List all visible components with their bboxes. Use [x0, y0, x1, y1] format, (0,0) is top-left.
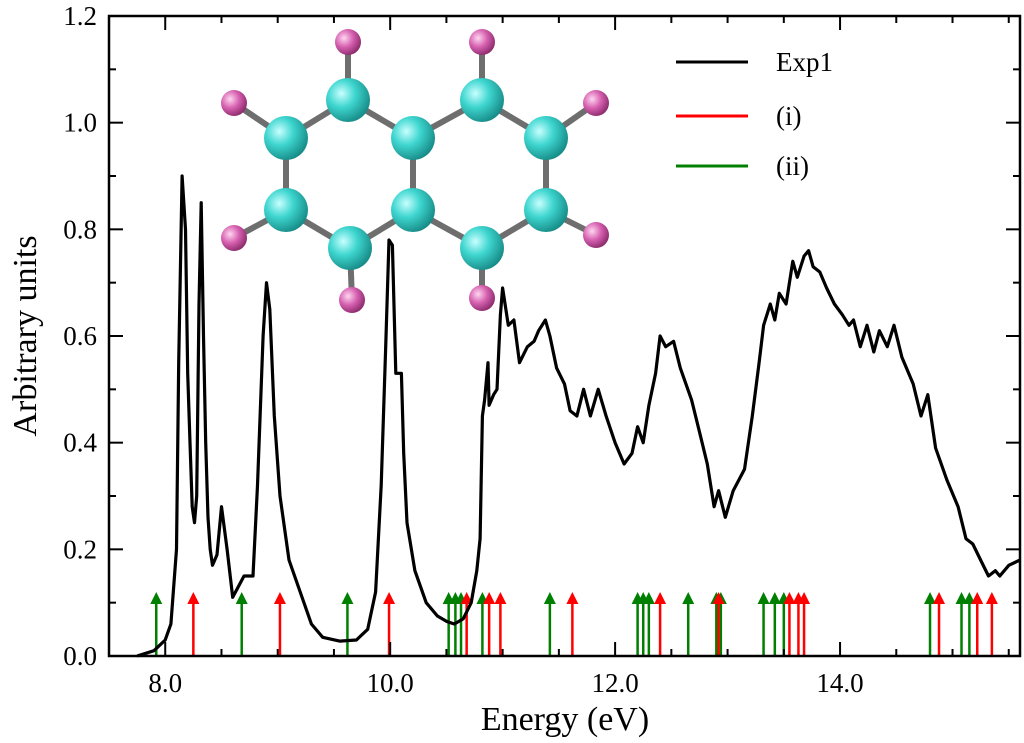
series-ii-arrow — [963, 592, 976, 656]
series-i-arrow — [783, 592, 796, 656]
y-axis-title: Arbitrary units — [7, 235, 44, 436]
axis-ticks: 8.0 10.0 12.0 14.0 0.0 0.2 0.4 0.6 0.8 1.0 1.2 — [63, 1, 1020, 698]
series-ii-arrow — [924, 592, 937, 656]
carbon-atom — [524, 188, 568, 232]
molecule-bonds — [231, 39, 599, 303]
hydrogen-atom — [221, 90, 247, 116]
carbon-atom — [264, 116, 308, 160]
series-i-arrow — [971, 592, 984, 656]
x-tick-label: 10.0 — [367, 668, 414, 698]
series-ii-arrow — [955, 592, 968, 656]
series-ii-arrow — [768, 592, 781, 656]
series-ii-arrow — [642, 592, 655, 656]
series-i-arrow — [985, 592, 998, 656]
series-ii-arrows — [150, 592, 976, 656]
carbon-atom — [264, 188, 308, 232]
series-i-arrow — [273, 592, 286, 656]
legend-label-i: (i) — [776, 101, 801, 131]
legend-label-ii: (ii) — [776, 151, 809, 181]
y-tick-label: 0.8 — [63, 214, 97, 244]
y-tick-label: 1.2 — [63, 1, 97, 31]
x-tick-label: 8.0 — [148, 668, 182, 698]
carbon-atom — [524, 116, 568, 160]
series-i-arrow — [566, 592, 579, 656]
y-tick-label: 0.4 — [63, 428, 97, 458]
hydrogen-atom — [583, 222, 609, 248]
series-i-arrow — [187, 592, 200, 656]
hydrogen-atom — [335, 29, 361, 55]
series-i-arrow — [712, 592, 725, 656]
legend-label-exp1: Exp1 — [776, 47, 833, 77]
carbon-atom — [328, 226, 372, 270]
carbon-atom — [460, 78, 504, 122]
carbon-atom — [391, 188, 435, 232]
y-tick-label: 0.6 — [63, 321, 97, 351]
series-i-arrow — [933, 592, 946, 656]
hydrogen-atom — [469, 29, 495, 55]
y-tick-label: 1.0 — [63, 108, 97, 138]
molecule-atoms — [221, 29, 609, 313]
series-ii-arrow — [757, 592, 770, 656]
series-i-arrow — [654, 592, 667, 656]
y-tick-label: 0.0 — [63, 641, 97, 671]
series-i-arrow — [494, 592, 507, 656]
series-ii-arrow — [341, 592, 354, 656]
series-i-arrow — [798, 592, 811, 656]
carbon-atom — [460, 226, 504, 270]
y-tick-label: 0.2 — [63, 534, 97, 564]
hydrogen-atom — [339, 287, 365, 313]
molecule-inset-image — [221, 29, 609, 313]
series-ii-arrow — [543, 592, 556, 656]
carbon-atom — [391, 116, 435, 160]
series-i-arrow — [383, 592, 396, 656]
x-tick-label: 14.0 — [816, 668, 863, 698]
hydrogen-atom — [583, 90, 609, 116]
hydrogen-atom — [221, 225, 247, 251]
carbon-atom — [326, 78, 370, 122]
x-axis-title: Energy (eV) — [481, 701, 649, 738]
series-i-arrow — [483, 592, 496, 656]
legend: Exp1 (i) (ii) — [676, 47, 833, 181]
series-i-arrows — [187, 592, 998, 656]
series-ii-arrow — [235, 592, 248, 656]
series-exp1-line — [136, 174, 1021, 658]
hydrogen-atom — [469, 285, 495, 311]
series-ii-arrow — [682, 592, 695, 656]
x-tick-label: 12.0 — [591, 668, 638, 698]
